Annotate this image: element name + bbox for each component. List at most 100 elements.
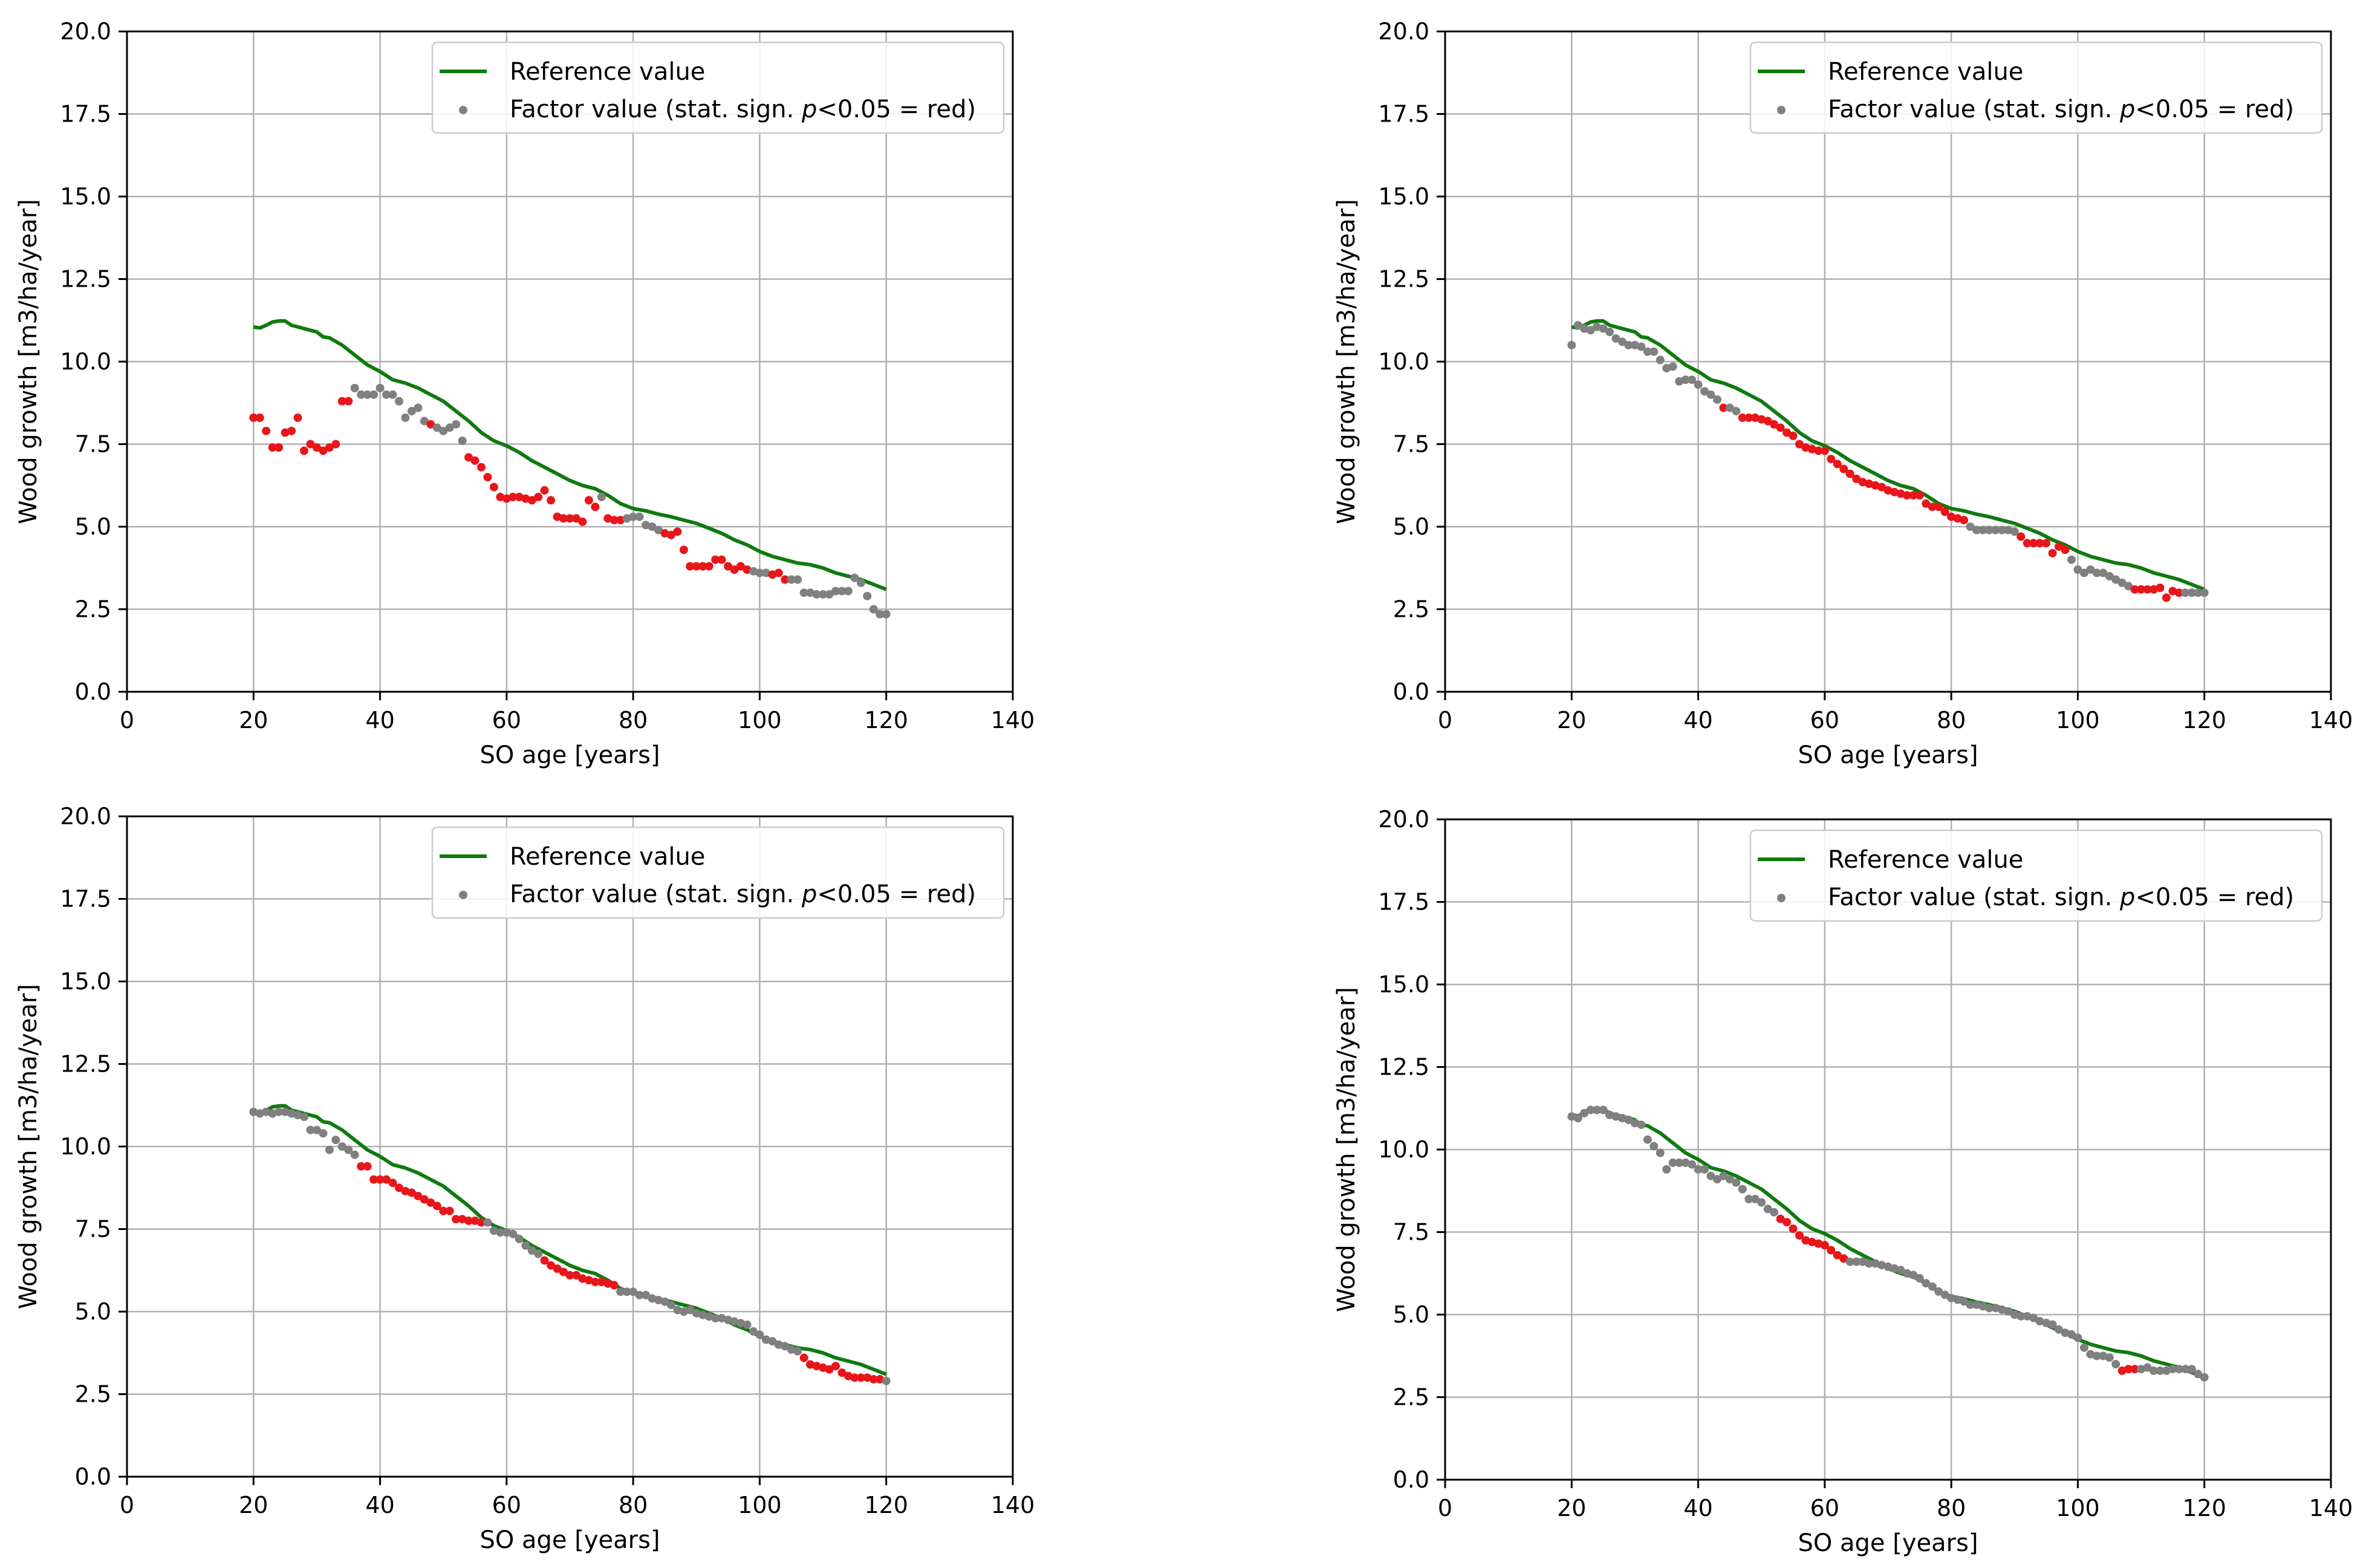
factor-point — [622, 1287, 631, 1296]
factor-point — [1928, 503, 1937, 512]
factor-point — [357, 390, 366, 399]
factor-point — [300, 446, 308, 455]
factor-point — [1738, 413, 1747, 422]
factor-point — [774, 568, 783, 577]
factor-point — [761, 568, 770, 577]
factor-point — [489, 1226, 498, 1235]
factor-point — [337, 397, 346, 406]
x-tick-label: 80 — [619, 1492, 648, 1518]
factor-point — [325, 443, 334, 452]
factor-point — [856, 1373, 865, 1382]
x-tick-label: 40 — [1683, 1495, 1712, 1521]
factor-point — [1700, 387, 1709, 396]
legend-factor-prefix: Factor value (stat. sign. — [510, 880, 802, 908]
factor-point — [1909, 1270, 1918, 1280]
y-tick-label: 7.5 — [75, 431, 111, 458]
factor-point — [1902, 1269, 1911, 1278]
factor-point — [1694, 1165, 1703, 1174]
factor-point — [306, 440, 315, 449]
factor-point — [876, 610, 885, 619]
factor-point — [736, 562, 745, 571]
factor-point — [1991, 525, 2000, 535]
factor-point — [1997, 525, 2006, 535]
factor-point — [1782, 1218, 1792, 1227]
factor-point — [648, 522, 657, 531]
y-tick-label: 5.0 — [75, 513, 111, 540]
legend-factor-label: Factor value (stat. sign. p<0.05 = red) — [510, 880, 976, 908]
reference-line — [253, 319, 887, 591]
factor-point — [2105, 1353, 2114, 1362]
factor-point — [2162, 593, 2171, 602]
factor-point — [414, 1191, 423, 1200]
factor-point — [509, 492, 518, 501]
factor-point — [572, 1270, 580, 1280]
factor-point — [882, 1376, 891, 1385]
factor-point — [1668, 362, 1677, 371]
factor-point — [1845, 469, 1854, 478]
factor-point — [1940, 1290, 1949, 1300]
x-tick-label: 0 — [120, 1492, 134, 1518]
factor-point — [819, 590, 828, 599]
factor-point — [1966, 522, 1975, 531]
factor-point — [616, 1287, 625, 1296]
factor-point — [609, 516, 619, 525]
factor-point — [407, 1188, 416, 1197]
y-axis-label: Wood growth [m3/ha/year] — [15, 984, 42, 1309]
factor-point — [793, 575, 802, 584]
factor-point — [2092, 1352, 2101, 1361]
factor-point — [1681, 376, 1690, 384]
factor-point — [1757, 415, 1766, 424]
factor-point — [344, 1145, 353, 1154]
factor-point — [812, 590, 821, 599]
factor-point — [2194, 1370, 2203, 1379]
factor-point — [414, 403, 423, 412]
factor-point — [2023, 1312, 2032, 1321]
factor-point — [1852, 474, 1861, 483]
legend-factor-label: Factor value (stat. sign. p<0.05 = red) — [1828, 883, 2294, 911]
factor-point — [527, 1246, 536, 1255]
factor-point — [1789, 431, 1798, 440]
legend-reference-label: Reference value — [510, 843, 705, 871]
x-tick-label: 100 — [738, 1492, 782, 1518]
factor-point — [2016, 1312, 2026, 1321]
y-axis-label: Wood growth [m3/ha/year] — [15, 199, 42, 524]
x-tick-label: 20 — [239, 707, 268, 734]
factor-point — [2004, 525, 2013, 535]
factor-point — [869, 1374, 878, 1384]
factor-point — [1611, 334, 1620, 343]
legend: Reference value Factor value (stat. sign.… — [1749, 829, 2323, 922]
legend-factor-italic: p — [801, 880, 817, 908]
factor-point — [293, 1111, 302, 1120]
factor-point — [375, 383, 385, 392]
factor-point — [287, 426, 296, 435]
factor-point — [350, 383, 359, 392]
factor-point — [281, 428, 290, 437]
y-tick-label: 20.0 — [1378, 806, 1429, 833]
factor-point — [312, 443, 321, 452]
factor-point — [1586, 1105, 1595, 1114]
factor-point — [369, 390, 379, 399]
x-tick-label: 140 — [991, 1492, 1035, 1518]
factor-point — [2029, 1313, 2038, 1322]
y-tick-label: 2.5 — [75, 1381, 111, 1408]
factor-point — [464, 453, 473, 462]
factor-point — [774, 1340, 783, 1349]
factor-point — [2092, 568, 2101, 577]
legend: Reference value Factor value (stat. sign.… — [431, 41, 1005, 134]
factor-point — [534, 492, 543, 501]
y-tick-label: 17.5 — [1378, 101, 1429, 128]
factor-point — [717, 1313, 726, 1322]
factor-point — [2194, 588, 2203, 597]
factor-point — [1630, 1119, 1639, 1128]
factor-point — [2029, 539, 2038, 548]
factor-point — [559, 1267, 568, 1277]
x-tick-label: 120 — [2182, 1495, 2226, 1521]
factor-point — [686, 562, 695, 571]
factor-point — [863, 1373, 872, 1382]
legend-factor-marker — [1777, 106, 1786, 114]
factor-point — [2137, 585, 2146, 594]
factor-point — [1833, 460, 1842, 469]
factor-point — [837, 1368, 847, 1377]
factor-point — [1934, 1287, 1943, 1296]
factor-point — [420, 417, 429, 426]
